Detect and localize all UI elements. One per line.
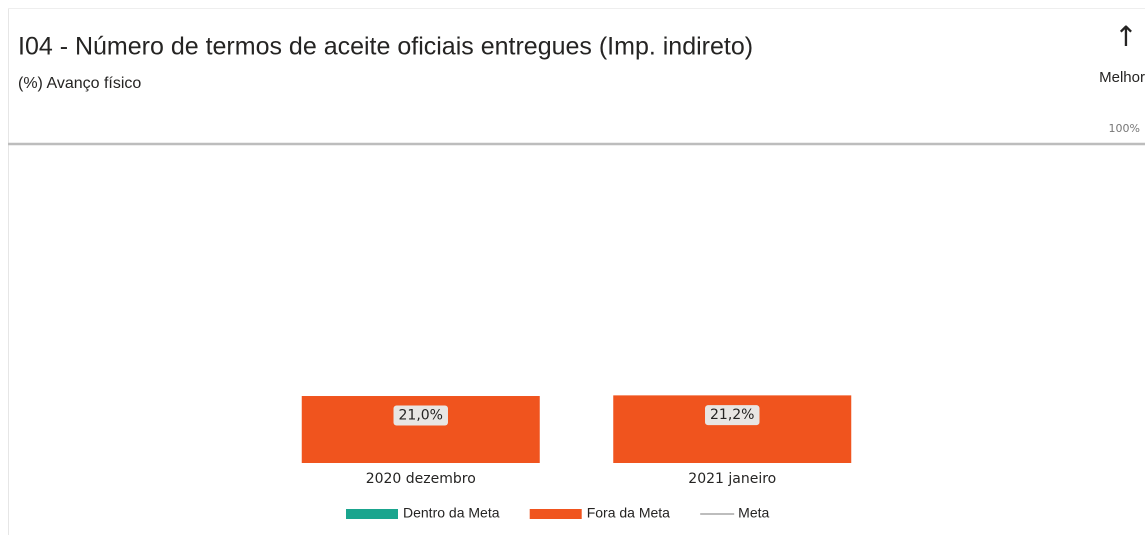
legend-label: Fora da Meta	[587, 505, 670, 521]
legend-swatch	[529, 509, 582, 519]
direction-label: Melhor	[1099, 69, 1145, 86]
legend-label: Dentro da Meta	[403, 505, 500, 521]
data-label-bg	[393, 405, 448, 426]
x-tick-label: 2021 janeiro	[688, 471, 776, 487]
data-label-bg	[705, 405, 760, 426]
data-label: 21,2%	[710, 407, 754, 423]
direction-icon: ↑	[1114, 20, 1137, 53]
data-label: 21,0%	[399, 408, 443, 424]
chart-subtitle: (%) Avanço físico	[18, 75, 141, 92]
legend-swatch	[346, 509, 398, 519]
meta-label: 100%	[1109, 122, 1140, 135]
legend-label: Meta	[738, 505, 769, 521]
chart-title: I04 - Número de termos de aceite oficiai…	[18, 33, 753, 61]
x-tick-label: 2020 dezembro	[366, 471, 476, 487]
